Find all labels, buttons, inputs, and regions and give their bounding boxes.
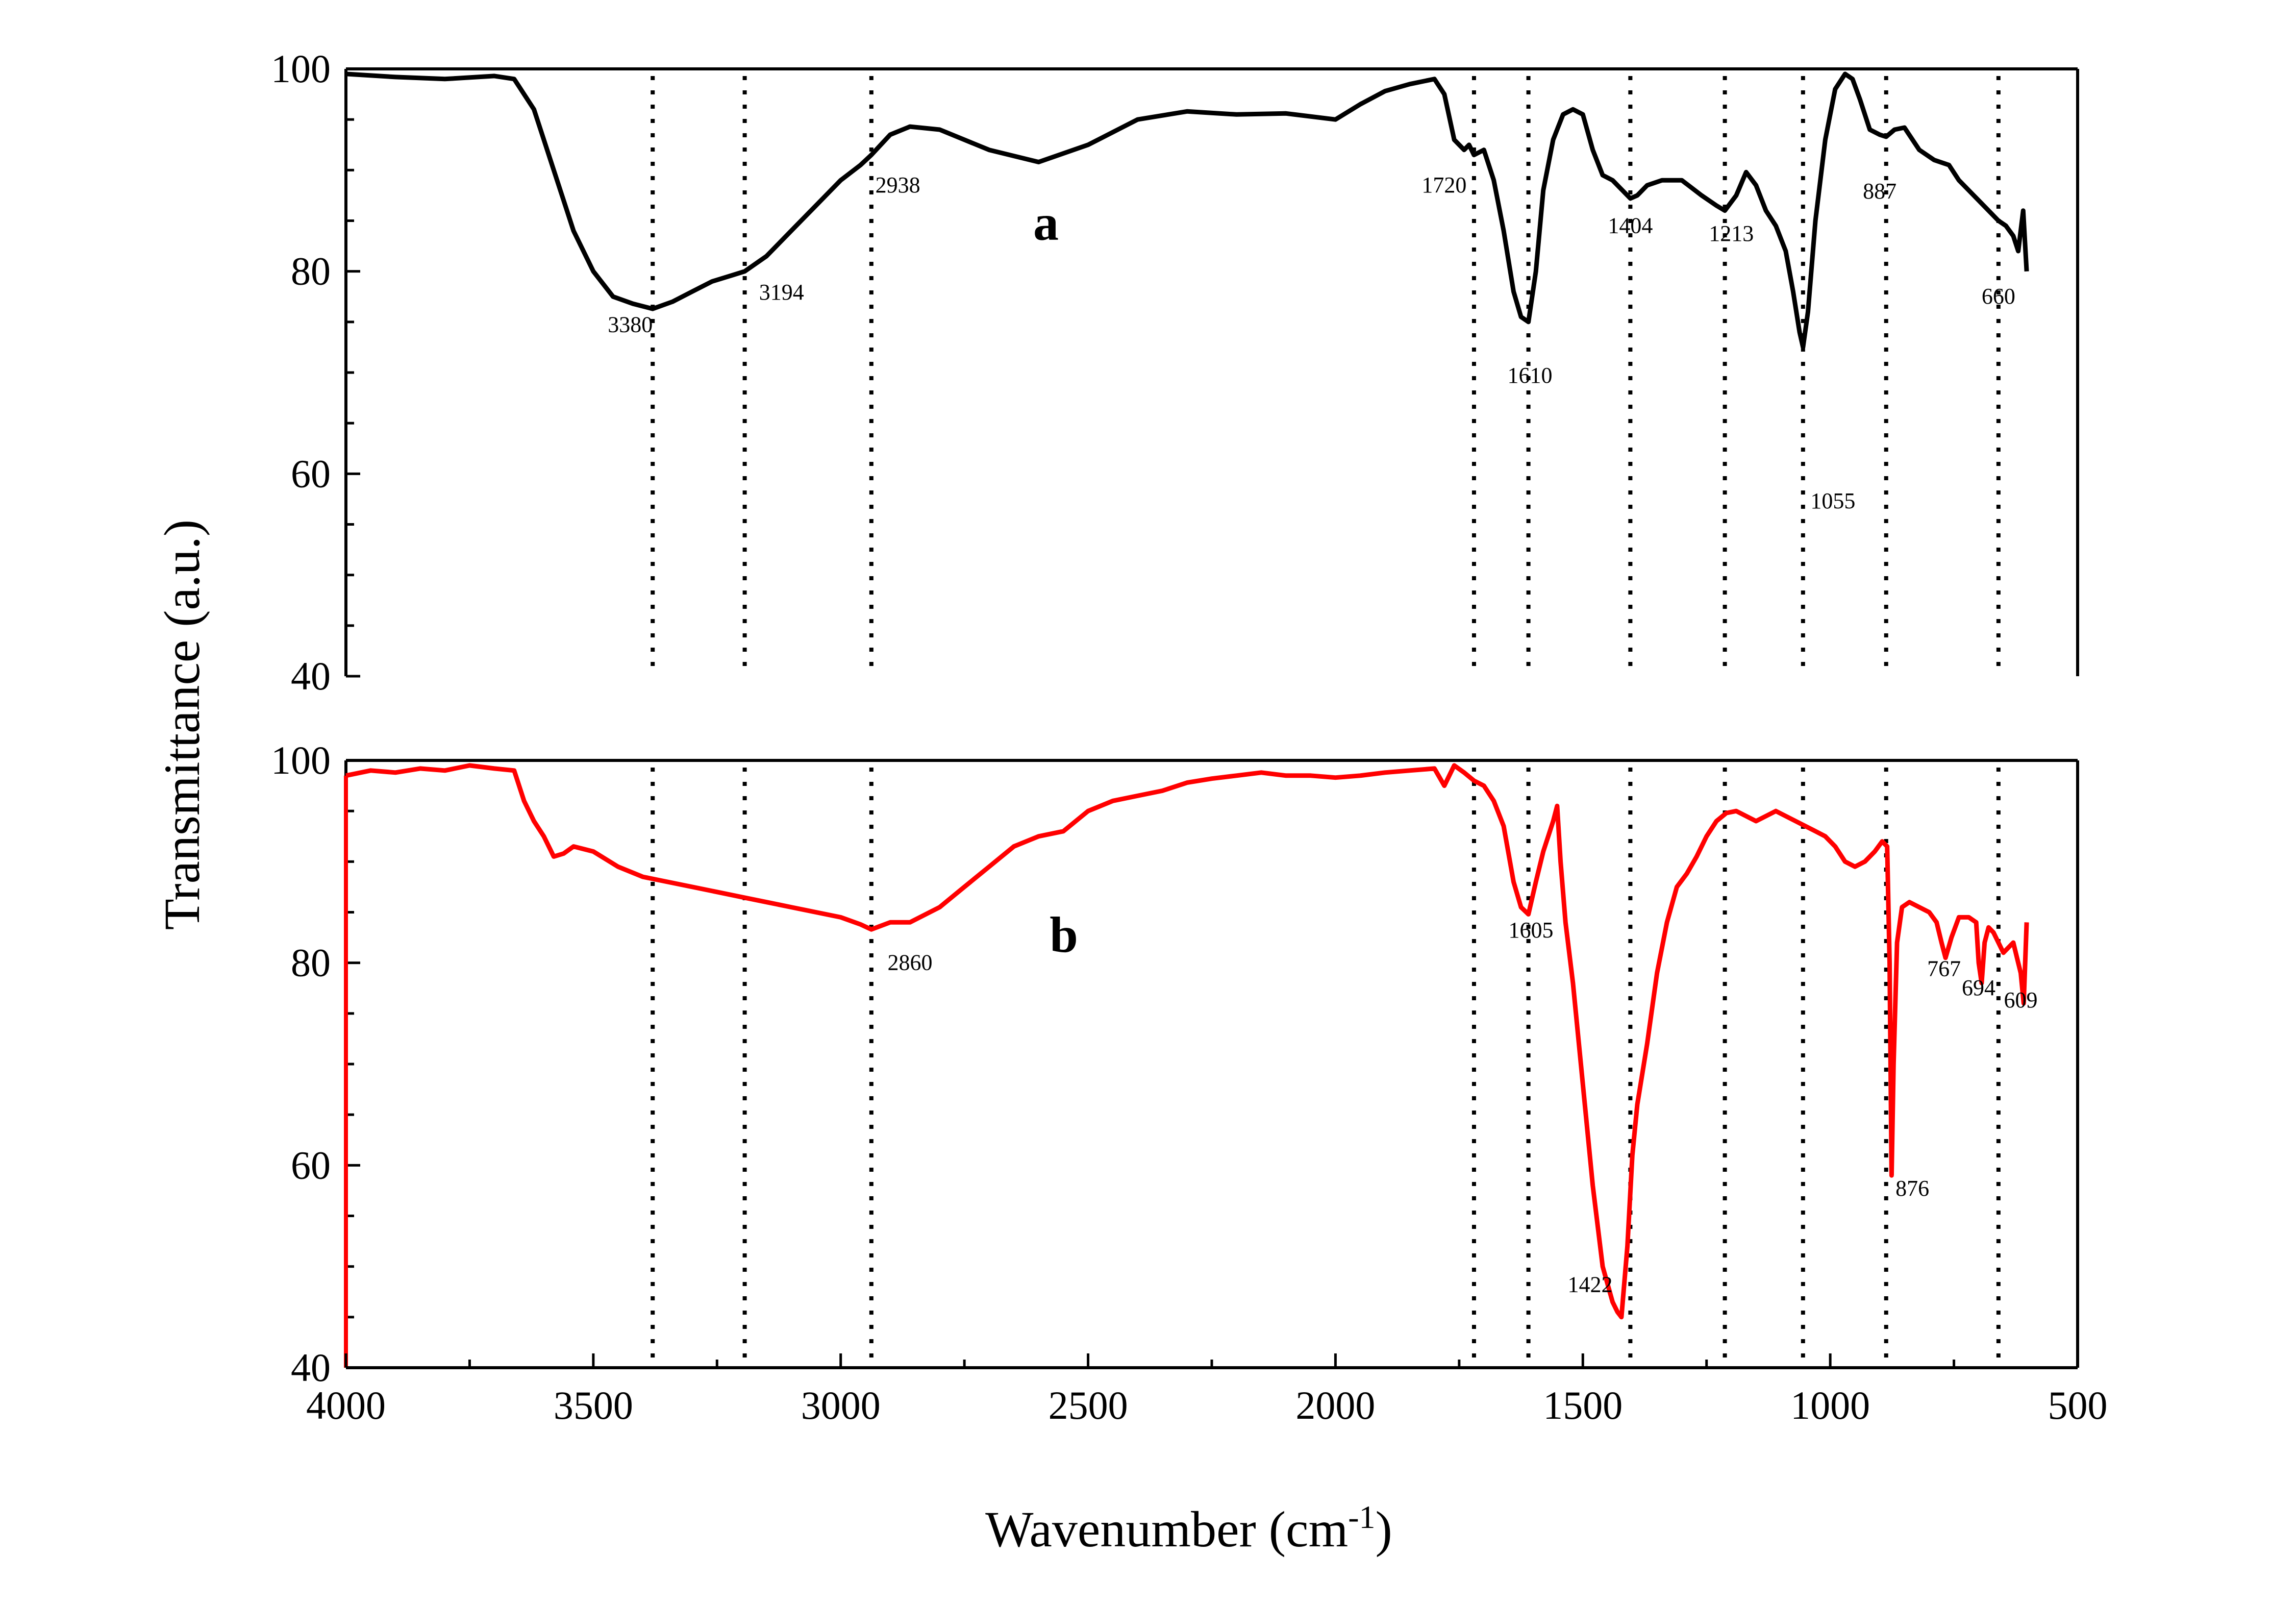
x-tick-label: 4000: [306, 1383, 386, 1427]
y-tick-label: 80: [291, 941, 331, 985]
x-tick-label: 2000: [1295, 1383, 1375, 1427]
x-tick-label: 3500: [554, 1383, 633, 1427]
peak-label: 609: [2004, 988, 2037, 1013]
peak-label: 767: [1927, 956, 1961, 981]
peak-label: 3194: [759, 280, 804, 305]
peak-label: 660: [1982, 284, 2015, 309]
peak-label: 876: [1895, 1176, 1929, 1201]
spectrum-line-a: [346, 74, 2027, 348]
peak-label: 1213: [1709, 221, 1754, 246]
peak-label: 1605: [1508, 918, 1553, 943]
peak-label: 1404: [1608, 213, 1653, 238]
y-tick-label: 80: [291, 249, 331, 293]
x-tick-label: 3000: [801, 1383, 881, 1427]
peak-label: 2938: [876, 172, 920, 198]
panel-label-b: b: [1050, 906, 1078, 963]
peak-label: 1610: [1508, 363, 1553, 388]
y-tick-label: 60: [291, 451, 331, 496]
panel-label-a: a: [1033, 194, 1059, 251]
peak-label: 2860: [887, 950, 932, 975]
y-tick-label: 100: [271, 46, 331, 91]
peak-label: 1422: [1567, 1272, 1612, 1297]
x-tick-label: 500: [2048, 1383, 2108, 1427]
x-axis: 4000 3500 3000 2500 2000 1500 1000 500: [306, 1353, 2108, 1427]
peak-label: 887: [1863, 179, 1896, 204]
y-tick-label: 100: [271, 738, 331, 782]
peak-label: 694: [1962, 975, 1995, 1000]
x-tick-label: 1500: [1543, 1383, 1623, 1427]
y-tick-label: 40: [291, 654, 331, 698]
peak-label: 1720: [1421, 172, 1466, 198]
x-axis-title: Wavenumber (cm-1): [985, 1499, 1392, 1558]
peak-label: 1055: [1810, 488, 1855, 513]
y-tick-label: 60: [291, 1143, 331, 1187]
y-axis-title: Transmittance (a.u.): [154, 520, 210, 930]
x-tick-label: 2500: [1049, 1383, 1128, 1427]
panel-a: 40 60 80 100 a 3380 3194 2938 1720 1610 1404 1213 10…: [271, 46, 2078, 698]
spectrum-line-b: [346, 766, 2027, 1317]
peak-label: 3380: [608, 312, 653, 337]
x-tick-label: 1000: [1790, 1383, 1870, 1427]
